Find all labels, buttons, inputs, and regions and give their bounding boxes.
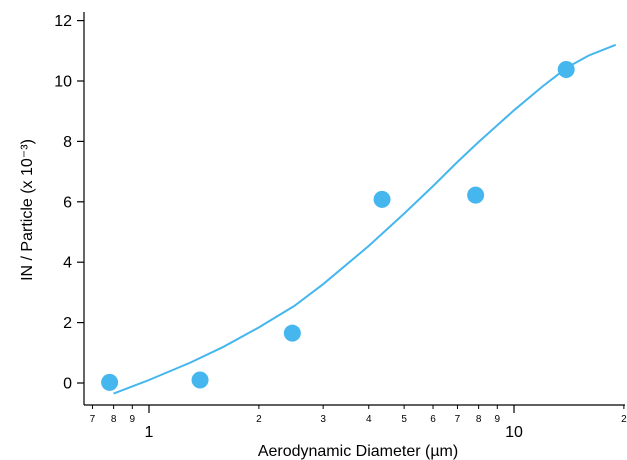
fit-line-series xyxy=(113,43,617,395)
x-major-tick-label: 1 xyxy=(145,424,154,441)
y-tick-label: 12 xyxy=(54,13,72,30)
data-point xyxy=(557,61,575,79)
plot-area xyxy=(83,12,625,406)
x-minor-tick-label: 2 xyxy=(256,414,262,425)
y-tick-label: 10 xyxy=(54,74,72,91)
y-tick-label: 2 xyxy=(63,315,72,332)
x-minor-tick-label: 3 xyxy=(320,414,326,425)
y-tick-label: 4 xyxy=(63,255,72,272)
x-major-tick-label: 10 xyxy=(505,424,523,441)
data-point xyxy=(101,373,119,391)
x-minor-tick-label: 5 xyxy=(401,414,407,425)
x-minor-tick-label: 8 xyxy=(111,414,117,425)
x-minor-tick-label: 9 xyxy=(130,414,136,425)
x-minor-tick-label: 8 xyxy=(476,414,482,425)
y-axis-title: IN / Particle (x 10⁻³) xyxy=(19,139,36,281)
x-minor-tick-label: 6 xyxy=(430,414,436,425)
scatter-series xyxy=(101,61,575,391)
x-minor-tick-label: 4 xyxy=(366,414,372,425)
x-axis-title: Aerodynamic Diameter (µm) xyxy=(258,443,458,460)
x-minor-tick-label: 9 xyxy=(495,414,501,425)
y-tick-label: 0 xyxy=(63,376,72,393)
y-ticks: 0 2 4 6 8 10 12 xyxy=(54,13,84,393)
data-point xyxy=(283,324,301,342)
data-point xyxy=(191,371,209,389)
x-minor-tick-label: 7 xyxy=(455,414,461,425)
data-point xyxy=(467,186,485,204)
x-minor-tick-label: 2 xyxy=(621,414,627,425)
y-tick-label: 8 xyxy=(63,134,72,151)
x-minor-tick-label: 7 xyxy=(90,414,96,425)
fit-line xyxy=(113,43,617,395)
x-ticks: 1 10 7 8 9 2 3 4 5 6 7 8 9 2 xyxy=(90,405,627,441)
data-point xyxy=(373,190,391,208)
y-tick-label: 6 xyxy=(63,194,72,211)
